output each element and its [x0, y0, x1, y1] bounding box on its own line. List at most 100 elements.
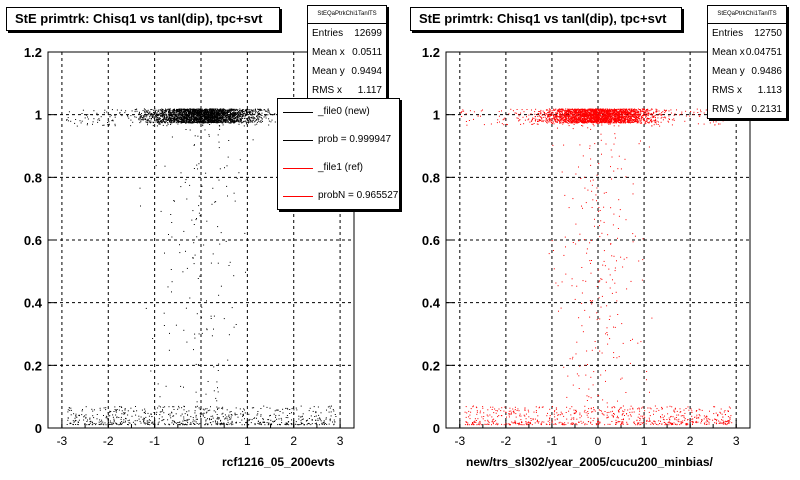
data-point — [206, 117, 208, 118]
data-point — [226, 416, 228, 418]
data-point — [562, 109, 564, 111]
data-point — [614, 112, 616, 114]
data-point — [195, 414, 197, 416]
data-point — [215, 423, 217, 425]
data-point — [73, 413, 75, 415]
data-point — [582, 109, 584, 111]
data-point — [222, 117, 224, 119]
data-point — [246, 108, 248, 110]
data-point — [91, 424, 93, 426]
data-point — [303, 424, 305, 426]
data-point — [212, 253, 214, 255]
data-point — [213, 108, 215, 110]
data-point — [253, 118, 255, 120]
data-point — [148, 419, 150, 421]
data-point — [89, 422, 91, 424]
data-point — [260, 423, 262, 425]
data-point — [585, 116, 587, 118]
data-point — [206, 121, 208, 123]
data-point — [576, 121, 578, 123]
data-point — [70, 407, 72, 409]
data-point — [207, 423, 209, 425]
data-point — [115, 411, 117, 413]
data-point — [186, 198, 188, 200]
data-point — [598, 110, 599, 111]
data-point — [200, 416, 202, 418]
data-point — [171, 114, 173, 116]
data-point — [223, 119, 225, 121]
data-point — [146, 111, 148, 113]
data-point — [588, 118, 590, 120]
data-point — [217, 387, 218, 389]
data-point — [188, 418, 190, 420]
data-point — [288, 421, 290, 422]
data-point — [585, 115, 587, 117]
data-point — [257, 115, 259, 117]
data-point — [608, 118, 610, 120]
data-point — [72, 424, 74, 425]
data-point — [167, 419, 169, 421]
data-point — [103, 415, 104, 416]
data-point — [77, 421, 79, 423]
data-point — [296, 424, 298, 426]
data-point — [237, 118, 239, 120]
data-point — [135, 109, 137, 111]
data-point — [180, 118, 182, 120]
data-point — [326, 423, 328, 425]
data-point — [281, 422, 283, 424]
data-point — [246, 111, 248, 113]
data-point — [629, 108, 630, 110]
data-point — [210, 418, 212, 420]
data-point — [565, 117, 567, 119]
data-point — [112, 414, 114, 416]
data-point — [163, 112, 165, 114]
data-point — [144, 112, 146, 114]
data-point — [269, 415, 271, 417]
data-point — [185, 114, 187, 116]
data-point — [642, 116, 644, 118]
data-point — [204, 120, 206, 122]
data-point — [218, 111, 220, 113]
data-point — [175, 120, 177, 122]
data-point — [156, 115, 158, 117]
data-point — [180, 117, 182, 118]
data-point — [183, 111, 185, 113]
data-point — [202, 123, 204, 125]
data-point — [312, 410, 314, 412]
data-point — [592, 117, 594, 119]
data-point — [209, 122, 211, 123]
data-point — [245, 112, 247, 114]
data-point — [557, 116, 559, 117]
data-point — [172, 111, 174, 113]
data-point — [231, 119, 233, 121]
data-point — [190, 423, 192, 425]
data-point — [197, 135, 199, 137]
data-point — [207, 114, 209, 116]
data-point — [244, 418, 245, 420]
data-point — [157, 121, 159, 123]
data-point — [226, 409, 228, 411]
data-point — [243, 125, 245, 127]
data-point — [150, 109, 152, 111]
data-point — [102, 421, 104, 423]
data-point — [149, 116, 151, 118]
data-point — [194, 116, 195, 118]
data-point — [239, 121, 241, 123]
data-point — [163, 312, 165, 314]
data-point — [595, 112, 596, 114]
data-point — [172, 415, 174, 417]
data-point — [204, 111, 206, 112]
data-point — [320, 412, 322, 414]
data-point — [180, 422, 182, 424]
data-point — [188, 121, 190, 123]
data-point — [243, 114, 245, 116]
data-point — [208, 115, 210, 117]
data-point — [215, 115, 217, 117]
data-point — [163, 110, 165, 112]
data-point — [210, 119, 212, 121]
data-point — [234, 413, 236, 415]
data-point — [170, 110, 172, 112]
data-point — [192, 257, 194, 259]
data-point — [148, 114, 150, 116]
data-point — [93, 118, 95, 120]
